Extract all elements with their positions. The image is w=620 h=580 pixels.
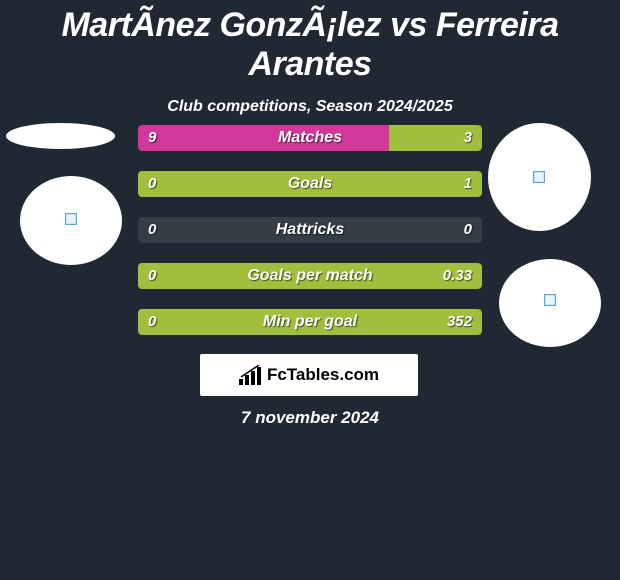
stat-label: Hattricks [138, 217, 482, 243]
brand-badge: FcTables.com [200, 354, 418, 396]
stat-row: 93Matches [138, 125, 482, 151]
stat-label: Goals per match [138, 263, 482, 289]
stat-label: Min per goal [138, 309, 482, 335]
avatar-right-0 [488, 123, 591, 231]
stat-row: 00.33Goals per match [138, 263, 482, 289]
avatar-left-0 [6, 123, 115, 149]
brand-chart-icon [239, 365, 263, 385]
date-text: 7 november 2024 [0, 408, 620, 428]
stat-row: 01Goals [138, 171, 482, 197]
stat-row: 0352Min per goal [138, 309, 482, 335]
subtitle: Club competitions, Season 2024/2025 [0, 98, 620, 116]
placeholder-icon [544, 294, 556, 306]
placeholder-icon [533, 171, 545, 183]
avatar-left-1 [20, 176, 122, 265]
brand-text: FcTables.com [267, 365, 379, 385]
page-title: MartÃ­nez GonzÃ¡lez vs Ferreira Arantes [0, 0, 620, 84]
stat-label: Matches [138, 125, 482, 151]
stats-container: 93Matches 01Goals 00Hattricks 00.33Goals pe… [138, 125, 482, 355]
avatar-right-1 [499, 259, 601, 347]
stat-label: Goals [138, 171, 482, 197]
placeholder-icon [65, 213, 77, 225]
stat-row: 00Hattricks [138, 217, 482, 243]
